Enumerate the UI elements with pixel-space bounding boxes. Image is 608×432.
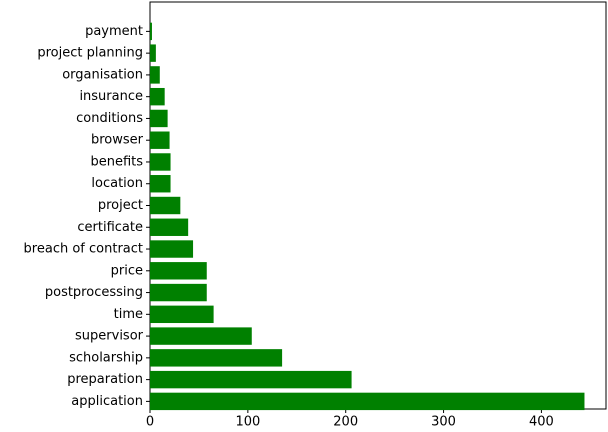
bar <box>150 305 214 324</box>
x-tick-label: 400 <box>529 415 554 429</box>
y-tick-label: project planning <box>37 46 143 61</box>
bar <box>150 283 207 302</box>
x-tick-label: 0 <box>146 415 154 429</box>
bar <box>150 262 207 280</box>
bar <box>150 196 181 215</box>
y-tick-label: price <box>111 263 143 278</box>
y-tick-label: location <box>91 176 143 191</box>
y-tick-label: supervisor <box>75 329 144 344</box>
y-tick-label: project <box>98 198 143 213</box>
bar <box>150 109 168 128</box>
bar <box>150 131 170 149</box>
y-tick-label: preparation <box>67 372 143 387</box>
bar <box>150 240 194 258</box>
x-tick-label: 200 <box>333 415 358 429</box>
y-tick-label: breach of contract <box>24 242 143 257</box>
bar <box>150 22 152 41</box>
bar <box>150 218 189 236</box>
x-tick-label: 300 <box>431 415 456 429</box>
y-tick-label: postprocessing <box>45 285 143 300</box>
y-tick-label: conditions <box>76 111 143 126</box>
bar <box>150 175 171 193</box>
bar <box>150 87 165 106</box>
bar <box>150 153 171 171</box>
y-tick-label: organisation <box>62 67 143 82</box>
bar <box>150 349 283 367</box>
bar <box>150 66 160 84</box>
x-tick-label: 100 <box>235 415 260 429</box>
y-tick-label: insurance <box>79 89 143 104</box>
y-tick-label: application <box>71 394 143 409</box>
y-tick-label: certificate <box>77 220 143 235</box>
y-tick-label: benefits <box>90 154 143 169</box>
bar <box>150 392 585 411</box>
bar <box>150 44 156 62</box>
y-tick-label: browser <box>91 133 144 148</box>
y-tick-label: payment <box>85 24 143 39</box>
plot-frame <box>149 1 607 410</box>
bar <box>150 370 352 389</box>
bar <box>150 327 252 345</box>
y-tick-label: time <box>114 307 143 322</box>
y-tick-label: scholarship <box>69 350 143 365</box>
